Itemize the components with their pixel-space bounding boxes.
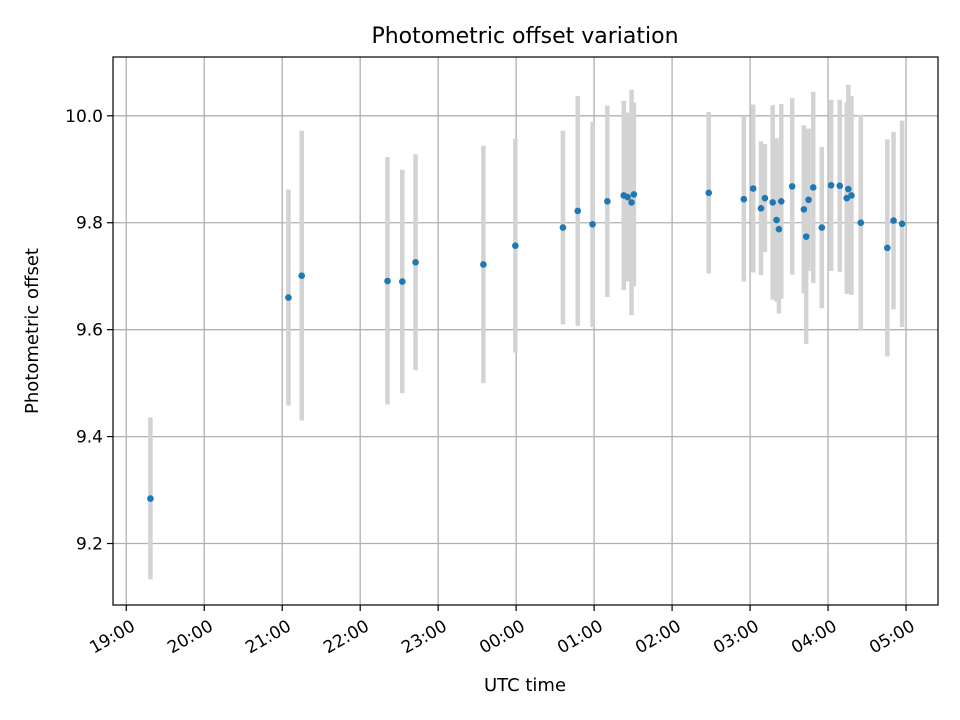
data-point: [574, 207, 582, 215]
data-point: [298, 272, 306, 279]
data-point: [285, 294, 292, 301]
data-point: [818, 224, 826, 231]
data-point: [559, 224, 567, 231]
x-tick-label: 19:00: [86, 616, 138, 658]
x-tick-label: 21:00: [242, 616, 294, 658]
data-point: [802, 233, 810, 240]
data-point: [857, 219, 865, 227]
data-point: [412, 258, 419, 266]
y-tick-label: 9.2: [76, 535, 103, 555]
x-tick-label: 04:00: [788, 616, 840, 658]
y-axis-label: Photometric offset: [22, 248, 43, 414]
x-tick-label: 02:00: [632, 616, 684, 658]
data-point: [800, 206, 808, 213]
data-point: [788, 183, 796, 190]
error-bars: [148, 84, 905, 580]
x-tick-label: 01:00: [554, 616, 606, 658]
data-point: [589, 221, 596, 228]
data-point: [775, 225, 783, 233]
data-point: [624, 193, 631, 201]
y-tick-label: 9.8: [76, 214, 103, 234]
chart-title: Photometric offset variation: [371, 24, 678, 49]
data-point: [740, 195, 748, 203]
data-point: [845, 185, 852, 193]
y-tick-label: 10.0: [65, 107, 103, 127]
data-point: [884, 244, 891, 252]
y-tick-label: 9.6: [76, 321, 103, 341]
data-point: [604, 198, 611, 205]
data-point: [630, 191, 638, 198]
data-point: [769, 199, 776, 206]
x-tick-label: 23:00: [398, 616, 450, 658]
data-point: [512, 242, 519, 250]
data-point: [628, 199, 635, 206]
x-axis-label: UTC time: [484, 675, 566, 696]
plot-frame: [112, 56, 939, 606]
data-point: [898, 220, 906, 228]
data-point: [705, 189, 713, 197]
data-point: [836, 182, 844, 190]
x-tick-label: 03:00: [710, 616, 762, 658]
x-tick-label: 05:00: [866, 616, 918, 658]
data-point: [757, 205, 765, 212]
y-axis-ticks: 9.2 9.4 9.6 9.8 10.0: [65, 107, 113, 555]
data-point: [848, 192, 855, 199]
data-points: [147, 182, 906, 502]
data-point: [827, 182, 835, 189]
x-tick-label: 00:00: [476, 616, 528, 658]
data-point: [480, 261, 487, 268]
x-tick-label: 22:00: [320, 616, 372, 658]
data-point: [749, 185, 757, 192]
data-point: [805, 196, 812, 204]
data-point: [777, 198, 785, 205]
data-point: [809, 184, 817, 191]
data-point: [384, 277, 391, 285]
data-point: [890, 217, 897, 224]
x-tick-label: 20:00: [164, 616, 216, 658]
x-axis-ticks: 19:00 20:00 21:00 22:00 23:00 00:00 01:00 02:00…: [86, 605, 919, 658]
data-point: [147, 495, 154, 502]
y-tick-label: 9.4: [76, 428, 103, 448]
data-point: [773, 216, 780, 224]
data-point: [398, 278, 406, 285]
data-point: [761, 194, 769, 202]
